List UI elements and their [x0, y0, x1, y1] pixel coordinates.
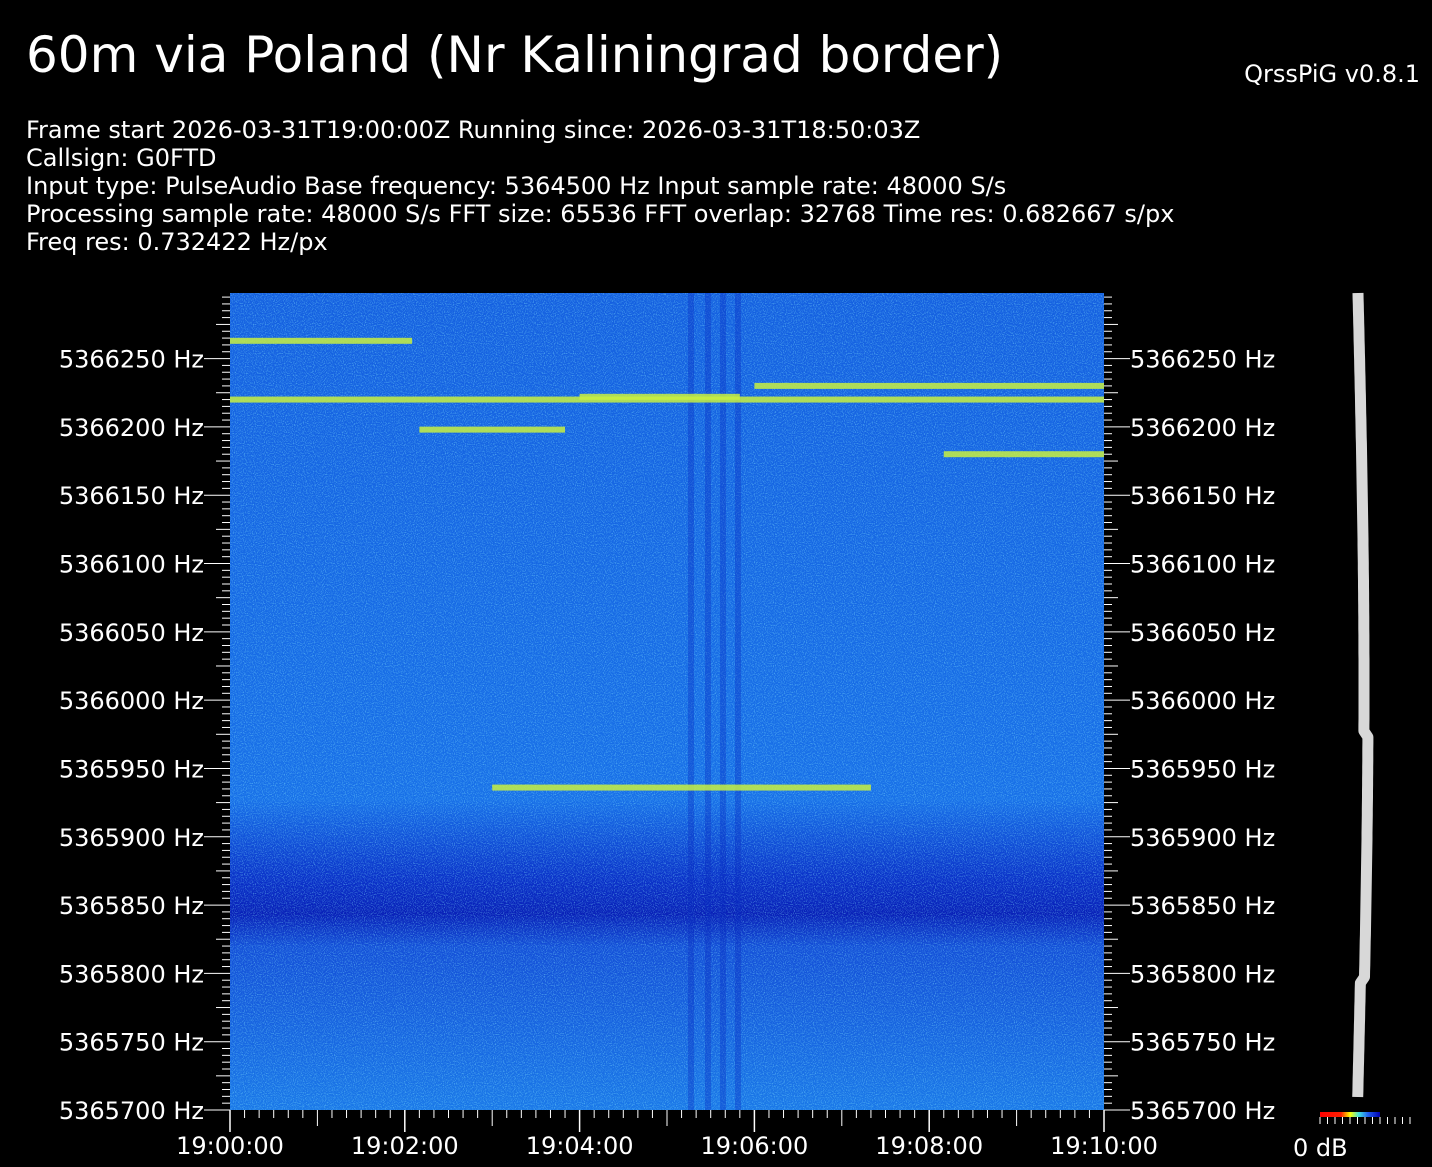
freq-tick-label: 5366200 Hz: [59, 414, 204, 442]
freq-tick-label: 5366050 Hz: [59, 619, 204, 647]
info-block: Frame start 2026-03-31T19:00:00Z Running…: [26, 116, 1174, 256]
freq-tick-label: 5366000 Hz: [59, 687, 204, 715]
info-freq-res: Freq res: 0.732422 Hz/px: [26, 228, 328, 256]
freq-tick-label: 5365850 Hz: [59, 892, 204, 920]
signal-trace: [754, 382, 1104, 389]
freq-tick-label: 5366150 Hz: [59, 482, 204, 510]
freq-tick-label: 5366250 Hz: [59, 346, 204, 374]
freq-tick-label: 5365750 Hz: [59, 1029, 204, 1057]
freq-tick-label: 5366250 Hz: [1130, 346, 1275, 374]
chart-title: 60m via Poland (Nr Kaliningrad border): [26, 26, 1004, 84]
time-tick-label: 19:10:00: [1050, 1132, 1158, 1160]
freq-tick-label: 5365950 Hz: [59, 755, 204, 783]
time-tick-label: 19:00:00: [176, 1132, 284, 1160]
freq-tick-label: 5366050 Hz: [1130, 619, 1275, 647]
interference-streak: [688, 293, 694, 1110]
freq-tick-label: 5366200 Hz: [1130, 414, 1275, 442]
freq-tick-label: 5365900 Hz: [59, 824, 204, 852]
signal-trace: [419, 426, 566, 433]
db-scale-label: 0 dB: [1293, 1134, 1348, 1162]
app-version: QrssPiG v0.8.1: [1244, 60, 1420, 88]
time-tick-label: 19:08:00: [875, 1132, 983, 1160]
freq-tick-label: 5366150 Hz: [1130, 482, 1275, 510]
db-scale: 0 dB: [1293, 1112, 1411, 1162]
signal-trace: [492, 784, 871, 791]
signal-trace: [230, 337, 413, 344]
time-tick-label: 19:02:00: [351, 1132, 459, 1160]
freq-tick-label: 5365950 Hz: [1130, 755, 1275, 783]
time-tick-label: 19:06:00: [701, 1132, 809, 1160]
info-processing: Processing sample rate: 48000 S/s FFT si…: [26, 200, 1175, 228]
info-input: Input type: PulseAudio Base frequency: 5…: [26, 172, 1007, 200]
freq-tick-label: 5365700 Hz: [59, 1097, 204, 1125]
freq-tick-label: 5366100 Hz: [59, 551, 204, 579]
power-profile: [1352, 292, 1374, 1098]
interference-streak: [720, 293, 726, 1110]
freq-tick-label: 5365750 Hz: [1130, 1029, 1275, 1057]
freq-tick-label: 5366100 Hz: [1130, 551, 1275, 579]
freq-axis-left: 5366250 Hz 5366200 Hz 5366150 Hz 5366100 Hz…: [59, 296, 230, 1125]
waterfall-noise: [230, 293, 1104, 1110]
freq-tick-label: 5366000 Hz: [1130, 687, 1275, 715]
power-profile-line: [1352, 292, 1374, 1098]
freq-tick-label: 5365900 Hz: [1130, 824, 1275, 852]
signal-trace: [579, 393, 740, 400]
freq-tick-label: 5365700 Hz: [1130, 1097, 1275, 1125]
freq-tick-label: 5365800 Hz: [59, 960, 204, 988]
interference-streak: [735, 293, 741, 1110]
interference-streak: [705, 293, 711, 1110]
info-frame-start: Frame start 2026-03-31T19:00:00Z Running…: [26, 116, 921, 144]
waterfall-plot: [230, 293, 1104, 1110]
info-callsign: Callsign: G0FTD: [26, 144, 217, 172]
freq-tick-label: 5365800 Hz: [1130, 960, 1275, 988]
db-color-bar: [1320, 1112, 1380, 1117]
time-tick-label: 19:04:00: [526, 1132, 634, 1160]
signal-trace: [943, 451, 1104, 458]
time-axis: 19:00:00 19:02:00 19:04:00 19:06:00 19:08:00…: [176, 1110, 1158, 1160]
freq-axis-right: 5366250 Hz 5366200 Hz 5366150 Hz 5366100 Hz…: [1104, 296, 1275, 1125]
freq-tick-label: 5365850 Hz: [1130, 892, 1275, 920]
